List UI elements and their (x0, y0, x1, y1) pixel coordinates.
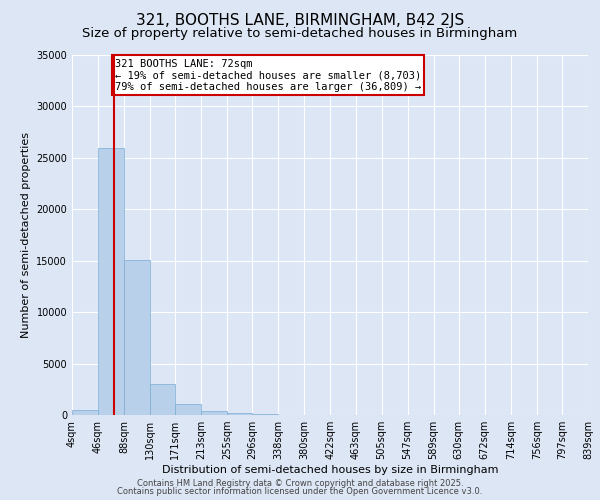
Text: 321, BOOTHS LANE, BIRMINGHAM, B42 2JS: 321, BOOTHS LANE, BIRMINGHAM, B42 2JS (136, 12, 464, 28)
Bar (253, 414, 278, 415)
Text: 321 BOOTHS LANE: 72sqm
← 19% of semi-detached houses are smaller (8,703)
79% of : 321 BOOTHS LANE: 72sqm ← 19% of semi-det… (115, 58, 421, 92)
Bar (227, 413, 253, 415)
Y-axis label: Number of semi-detached properties: Number of semi-detached properties (21, 132, 31, 338)
Bar (72, 410, 98, 415)
Bar (175, 404, 201, 415)
Text: Size of property relative to semi-detached houses in Birmingham: Size of property relative to semi-detach… (82, 28, 518, 40)
Bar (201, 411, 227, 415)
Bar (150, 384, 175, 415)
Text: Contains HM Land Registry data © Crown copyright and database right 2025.: Contains HM Land Registry data © Crown c… (137, 478, 463, 488)
X-axis label: Distribution of semi-detached houses by size in Birmingham: Distribution of semi-detached houses by … (162, 465, 498, 475)
Bar (98, 148, 124, 415)
Bar (124, 260, 150, 415)
Text: Contains public sector information licensed under the Open Government Licence v3: Contains public sector information licen… (118, 487, 482, 496)
